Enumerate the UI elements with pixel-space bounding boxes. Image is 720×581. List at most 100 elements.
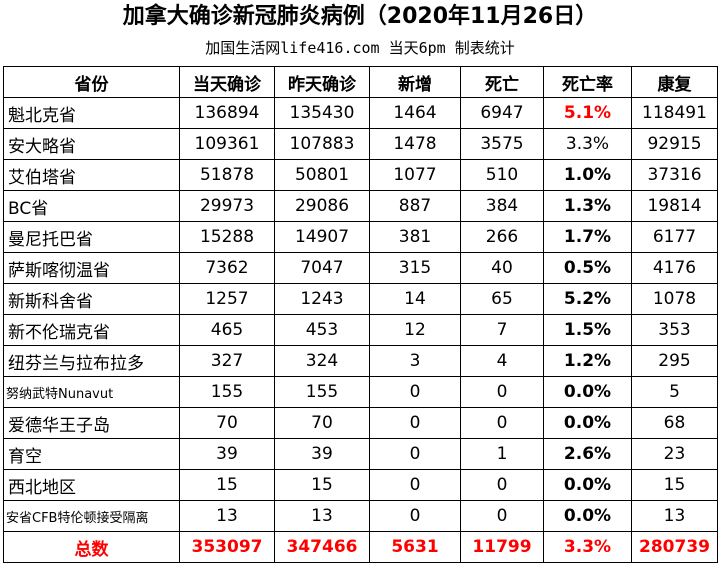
row-new: 0 — [369, 376, 461, 408]
row-today: 15 — [179, 469, 275, 501]
row-today: 327 — [179, 345, 275, 377]
row-today: 1257 — [179, 283, 275, 315]
total-recovered: 280739 — [631, 531, 718, 563]
row-recovered: 19814 — [631, 190, 718, 222]
row-province: 萨斯喀彻温省 — [3, 252, 180, 284]
row-deaths: 510 — [460, 159, 544, 191]
row-yesterday: 70 — [274, 407, 370, 439]
header-row: 省份 当天确诊 昨天确诊 新增 死亡 死亡率 康复 — [3, 66, 718, 98]
row-recovered: 23 — [631, 438, 718, 470]
row-yesterday: 107883 — [274, 128, 370, 160]
row-province: 西北地区 — [3, 469, 180, 501]
row-province: 育空 — [3, 438, 180, 470]
row-province: 爱德华王子岛 — [3, 407, 180, 439]
row-recovered: 5 — [631, 376, 718, 408]
row-yesterday: 39 — [274, 438, 370, 470]
table-row: 安省CFB特伦顿接受隔离 13 13 0 0 0.0% 13 — [3, 500, 718, 532]
header-new: 新增 — [369, 66, 461, 98]
row-yesterday: 7047 — [274, 252, 370, 284]
row-new: 1077 — [369, 159, 461, 191]
row-today: 136894 — [179, 97, 275, 129]
row-new: 381 — [369, 221, 461, 253]
row-deaths: 0 — [460, 500, 544, 532]
table-row: 魁北克省 136894 135430 1464 6947 5.1% 118491 — [3, 97, 718, 129]
table-row: 新斯科舍省 1257 1243 14 65 5.2% 1078 — [3, 283, 718, 315]
row-yesterday: 155 — [274, 376, 370, 408]
row-today: 51878 — [179, 159, 275, 191]
row-yesterday: 15 — [274, 469, 370, 501]
row-rate: 2.6% — [543, 438, 632, 470]
row-today: 70 — [179, 407, 275, 439]
row-today: 465 — [179, 314, 275, 346]
row-rate: 5.1% — [543, 97, 632, 129]
row-rate: 1.3% — [543, 190, 632, 222]
row-yesterday: 29086 — [274, 190, 370, 222]
header-today: 当天确诊 — [179, 66, 275, 98]
row-recovered: 6177 — [631, 221, 718, 253]
table-row: 安大略省 109361 107883 1478 3575 3.3% 92915 — [3, 128, 718, 160]
row-deaths: 0 — [460, 407, 544, 439]
row-rate: 1.0% — [543, 159, 632, 191]
row-new: 3 — [369, 345, 461, 377]
row-deaths: 3575 — [460, 128, 544, 160]
header-rate: 死亡率 — [543, 66, 632, 98]
total-row: 总数 353097 347466 5631 11799 3.3% 280739 — [3, 531, 718, 563]
row-yesterday: 324 — [274, 345, 370, 377]
row-yesterday: 13 — [274, 500, 370, 532]
row-recovered: 4176 — [631, 252, 718, 284]
row-recovered: 118491 — [631, 97, 718, 129]
row-rate: 1.5% — [543, 314, 632, 346]
row-new: 14 — [369, 283, 461, 315]
row-deaths: 384 — [460, 190, 544, 222]
row-deaths: 4 — [460, 345, 544, 377]
row-new: 0 — [369, 469, 461, 501]
page-subtitle: 加国生活网life416.com 当天6pm 制表统计 — [205, 39, 515, 57]
row-new: 12 — [369, 314, 461, 346]
row-province: 新不伦瑞克省 — [3, 314, 180, 346]
table-body: 魁北克省 136894 135430 1464 6947 5.1% 118491 安大略省 10… — [3, 97, 718, 532]
row-rate: 0.5% — [543, 252, 632, 284]
page-title: 加拿大确诊新冠肺炎病例（2020年11月26日） — [122, 4, 598, 29]
total-label: 总数 — [3, 531, 180, 563]
row-recovered: 1078 — [631, 283, 718, 315]
table-row: 曼尼托巴省 15288 14907 381 266 1.7% 6177 — [3, 221, 718, 253]
row-deaths: 7 — [460, 314, 544, 346]
row-deaths: 0 — [460, 376, 544, 408]
table-row: 育空 39 39 0 1 2.6% 23 — [3, 438, 718, 470]
row-new: 0 — [369, 438, 461, 470]
row-today: 39 — [179, 438, 275, 470]
row-new: 0 — [369, 500, 461, 532]
row-rate: 5.2% — [543, 283, 632, 315]
row-rate: 0.0% — [543, 407, 632, 439]
header-yesterday: 昨天确诊 — [274, 66, 370, 98]
row-deaths: 1 — [460, 438, 544, 470]
total-yesterday: 347466 — [274, 531, 370, 563]
total-new: 5631 — [369, 531, 461, 563]
row-new: 0 — [369, 407, 461, 439]
header-deaths: 死亡 — [460, 66, 544, 98]
row-deaths: 40 — [460, 252, 544, 284]
row-today: 109361 — [179, 128, 275, 160]
row-today: 7362 — [179, 252, 275, 284]
total-today: 353097 — [179, 531, 275, 563]
total-deaths: 11799 — [460, 531, 544, 563]
row-recovered: 295 — [631, 345, 718, 377]
row-new: 315 — [369, 252, 461, 284]
row-deaths: 65 — [460, 283, 544, 315]
row-new: 887 — [369, 190, 461, 222]
row-province: 纽芬兰与拉布拉多 — [3, 345, 180, 377]
row-deaths: 6947 — [460, 97, 544, 129]
table-row: 爱德华王子岛 70 70 0 0 0.0% 68 — [3, 407, 718, 439]
row-rate: 0.0% — [543, 376, 632, 408]
covid-stats-table: 省份 当天确诊 昨天确诊 新增 死亡 死亡率 康复 魁北克省 136894 1354… — [3, 66, 718, 563]
table-row: 萨斯喀彻温省 7362 7047 315 40 0.5% 4176 — [3, 252, 718, 284]
row-yesterday: 14907 — [274, 221, 370, 253]
row-province: 艾伯塔省 — [3, 159, 180, 191]
row-province: 努纳武特Nunavut — [3, 376, 180, 408]
row-province: 新斯科舍省 — [3, 283, 180, 315]
row-rate: 0.0% — [543, 469, 632, 501]
header-recovered: 康复 — [631, 66, 718, 98]
table-row: BC省 29973 29086 887 384 1.3% 19814 — [3, 190, 718, 222]
row-rate: 1.7% — [543, 221, 632, 253]
row-today: 155 — [179, 376, 275, 408]
